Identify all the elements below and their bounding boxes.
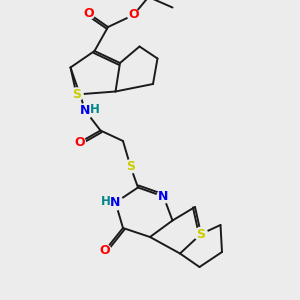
Circle shape — [194, 227, 208, 241]
Circle shape — [124, 160, 137, 173]
Text: H: H — [101, 195, 111, 208]
Text: O: O — [128, 8, 139, 22]
Text: O: O — [100, 244, 110, 257]
Text: S: S — [72, 88, 81, 101]
Text: O: O — [74, 136, 85, 149]
Circle shape — [157, 190, 170, 203]
Circle shape — [78, 103, 93, 118]
Circle shape — [99, 244, 111, 256]
Text: N: N — [80, 104, 91, 118]
Text: S: S — [126, 160, 135, 173]
Text: S: S — [196, 227, 206, 241]
Circle shape — [128, 9, 140, 21]
Circle shape — [74, 136, 86, 148]
Circle shape — [82, 8, 94, 20]
Circle shape — [70, 88, 83, 101]
Text: N: N — [110, 196, 121, 209]
Circle shape — [108, 195, 123, 210]
Text: O: O — [83, 7, 94, 20]
Text: N: N — [158, 190, 169, 203]
Text: H: H — [90, 103, 100, 116]
